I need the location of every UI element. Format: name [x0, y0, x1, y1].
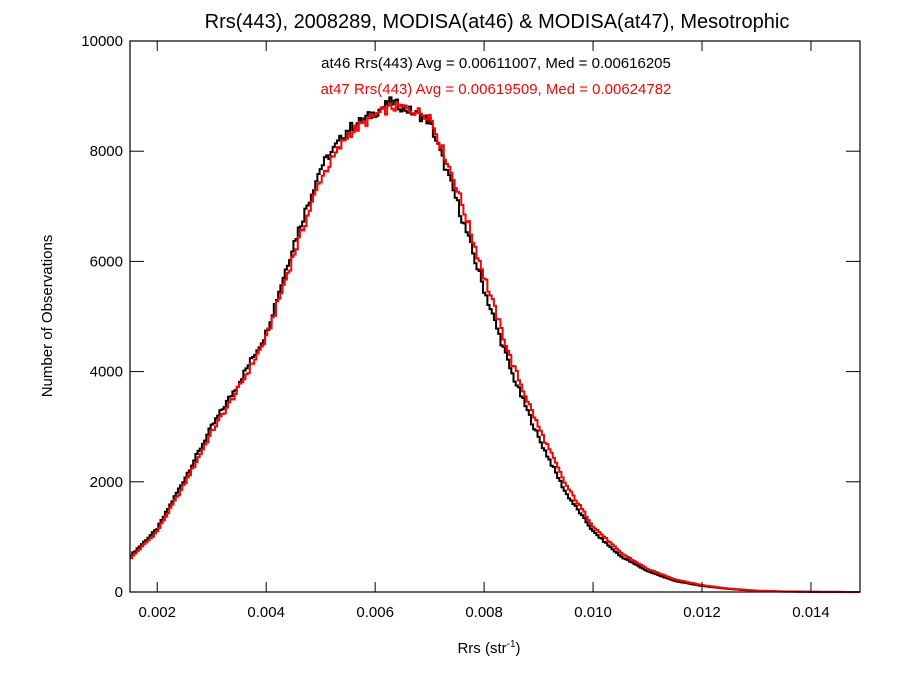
x-tick-label: 0.002: [138, 604, 176, 621]
series-at46-line: [130, 96, 860, 593]
y-axis-label: Number of Observations: [39, 235, 56, 398]
x-tick-label: 0.010: [574, 604, 612, 621]
x-tick-label: 0.004: [247, 604, 285, 621]
x-axis-label-superscript: -1: [507, 639, 516, 650]
x-axis-label-text: Rrs (str: [457, 640, 506, 657]
plot-frame: [129, 40, 861, 593]
series-layer: [130, 96, 860, 593]
y-tick-label: 6000: [90, 253, 123, 270]
at46-stats-annotation: at46 Rrs(443) Avg = 0.00611007, Med = 0.…: [321, 55, 671, 72]
x-axis-label: Rrs (str-1): [457, 639, 520, 657]
y-tick-label: 8000: [90, 143, 123, 160]
y-tick-label: 4000: [90, 364, 123, 381]
x-tick-label: 0.014: [792, 604, 830, 621]
chart-title: Rrs(443), 2008289, MODISA(at46) & MODISA…: [205, 11, 790, 33]
ticks-layer: 0.002 0.004 0.006 0.008 0.010 0.012 0.014 0 2000…: [81, 33, 860, 621]
x-tick-label: 0.012: [683, 604, 721, 621]
y-tick-label: 0: [115, 584, 123, 601]
y-tick-label: 2000: [90, 474, 123, 491]
y-tick-label: 10000: [81, 33, 123, 50]
at47-stats-annotation: at47 Rrs(443) Avg = 0.00619509, Med = 0.…: [321, 81, 672, 98]
series-at47-line: [130, 101, 860, 593]
x-tick-label: 0.008: [465, 604, 503, 621]
x-axis-label-suffix: ): [516, 640, 521, 657]
x-tick-label: 0.006: [356, 604, 394, 621]
